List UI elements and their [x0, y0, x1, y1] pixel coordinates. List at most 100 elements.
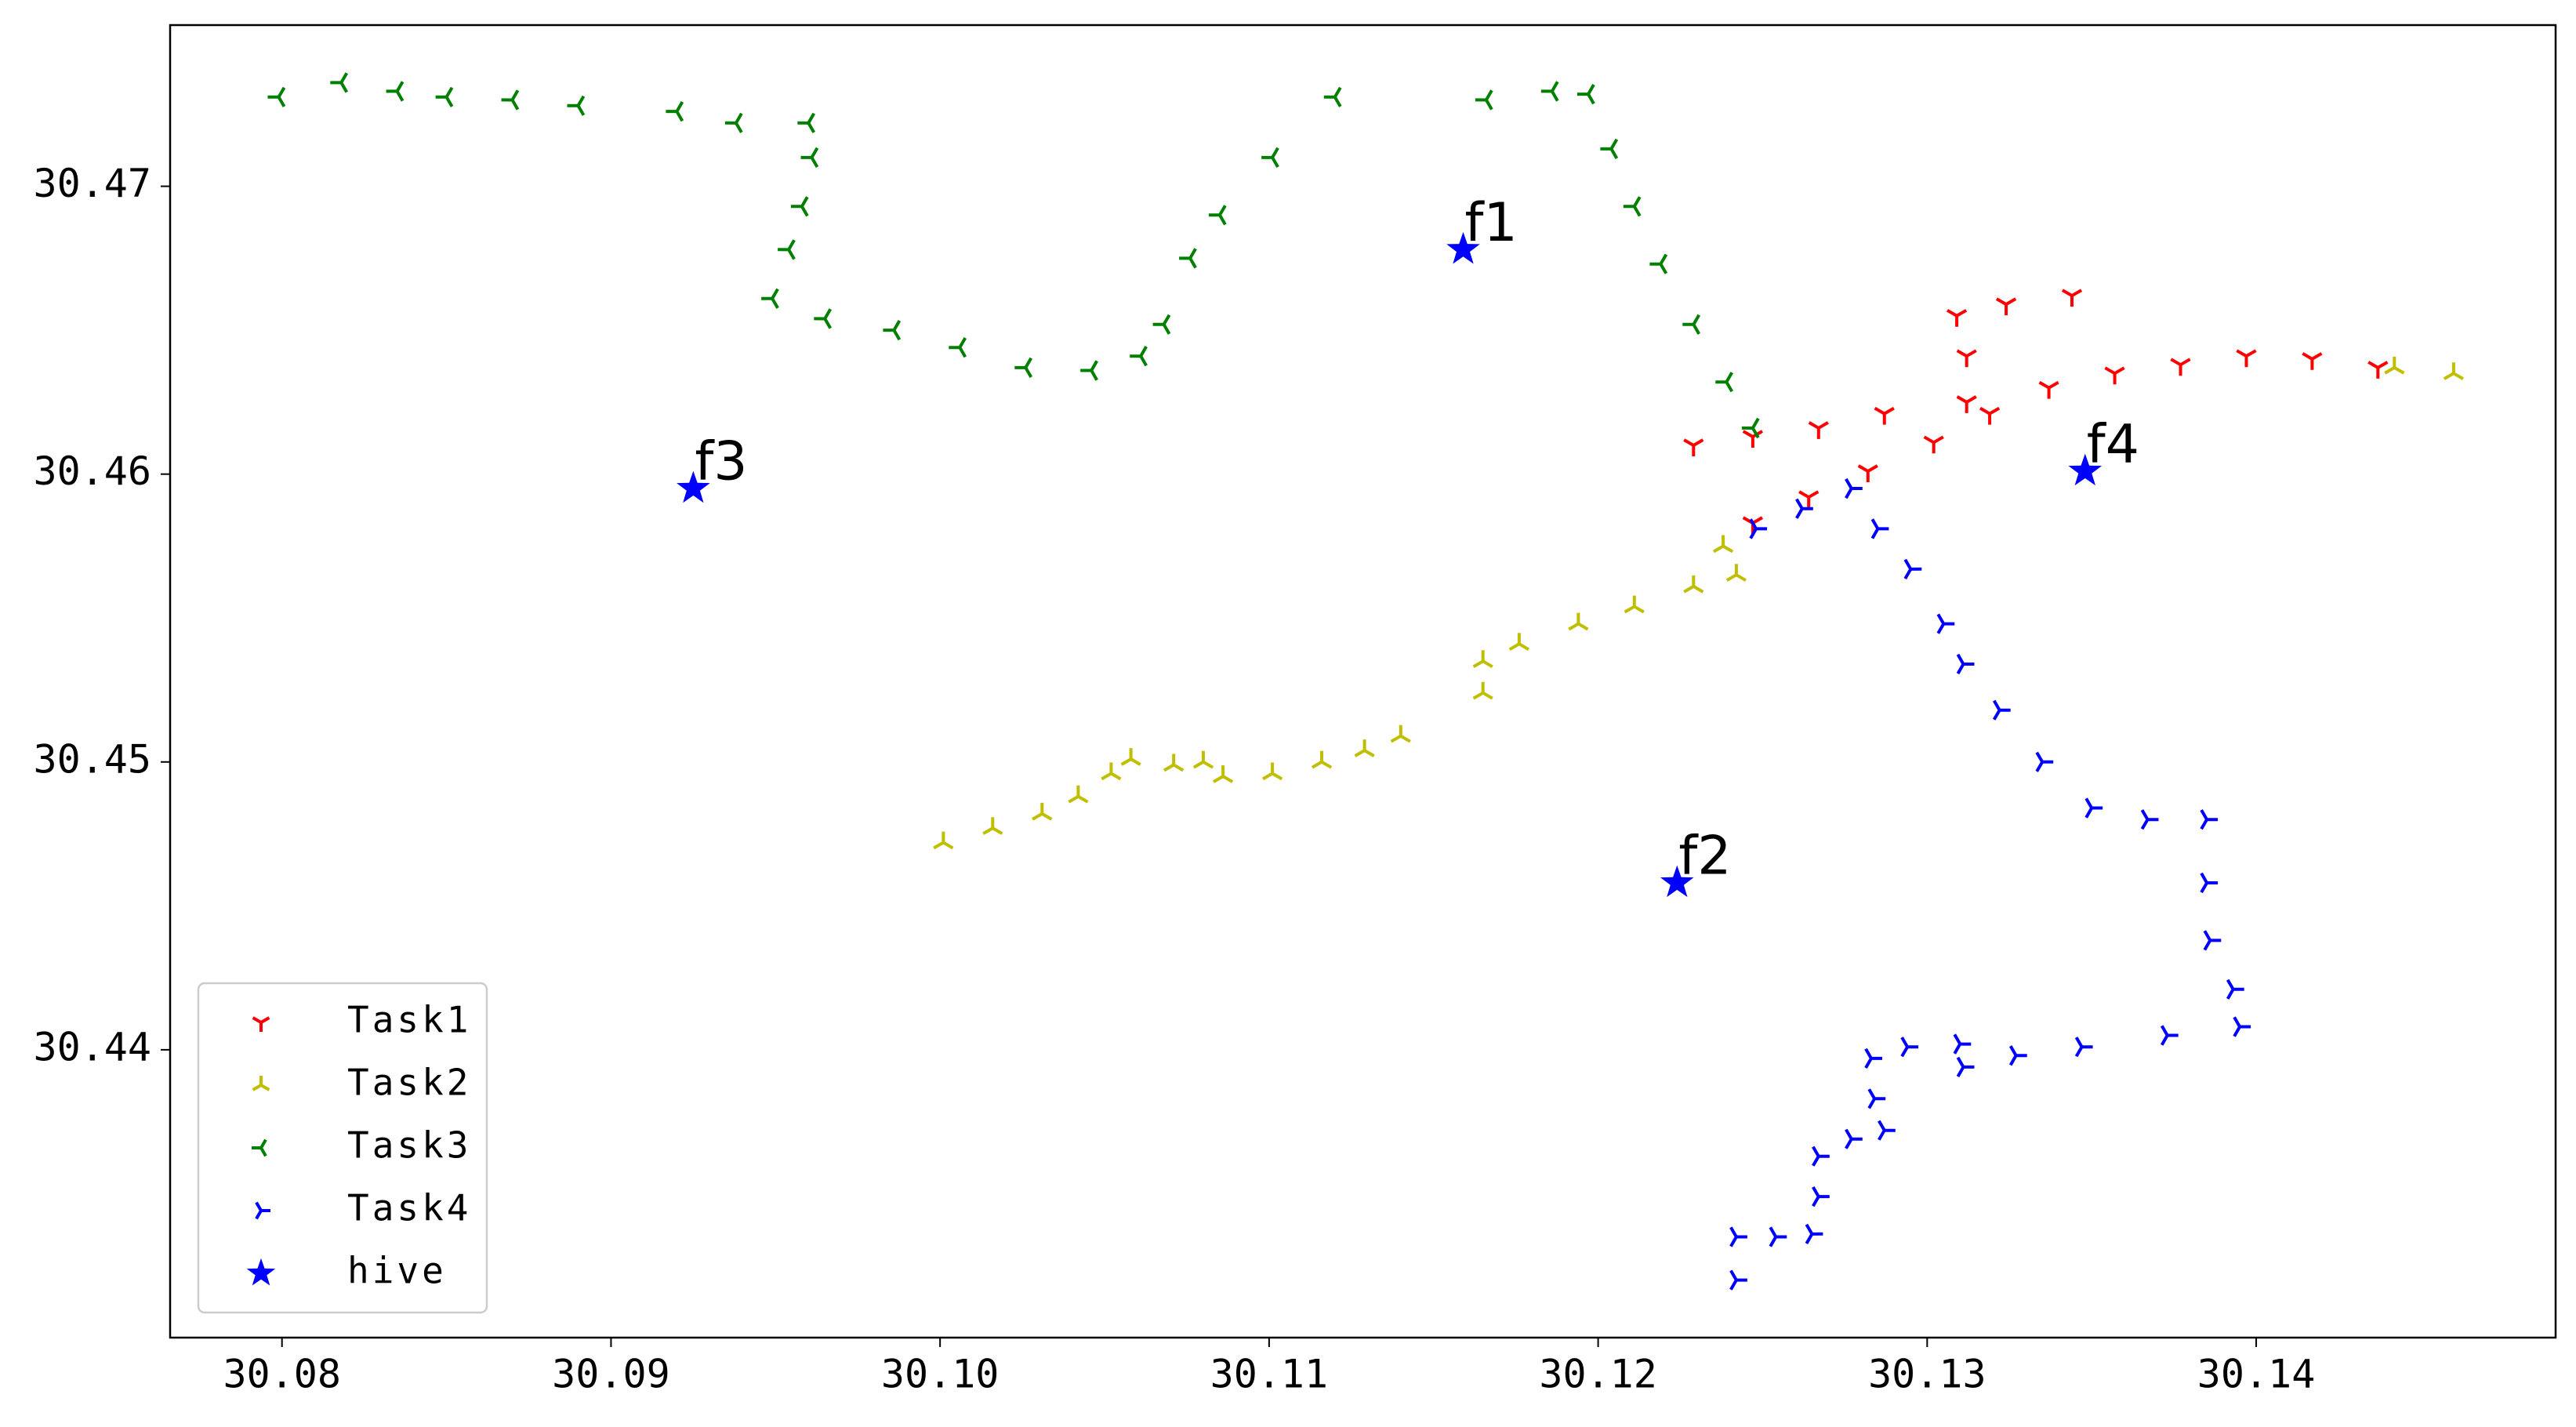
tri-marker	[1014, 357, 1033, 379]
tri-marker	[1798, 490, 1820, 509]
star-marker	[677, 470, 710, 503]
tri-marker	[252, 1016, 270, 1032]
tri-marker	[2008, 1045, 2027, 1066]
tri-marker	[1857, 464, 1878, 483]
tri-marker	[2236, 349, 2257, 368]
tri-marker	[1390, 724, 1411, 743]
tri-marker	[1992, 699, 2011, 721]
tri-marker	[666, 100, 684, 122]
tri-marker	[1812, 1186, 1830, 1207]
star-marker	[1446, 231, 1480, 264]
y-tick-label: 30.46	[33, 448, 151, 494]
tri-marker	[1208, 205, 1227, 226]
tri-marker	[2074, 1037, 2093, 1058]
tri-marker	[1600, 138, 1619, 159]
tri-marker	[330, 72, 349, 93]
tri-marker	[1712, 535, 1734, 554]
tri-marker	[2038, 380, 2059, 399]
tri-marker	[1812, 1146, 1830, 1167]
tri-marker	[1805, 1223, 1823, 1244]
tri-marker	[1475, 89, 1493, 111]
tri-marker	[814, 308, 833, 329]
x-tick-label: 30.08	[223, 1352, 341, 1397]
tri-marker	[982, 817, 1003, 835]
tri-marker	[1323, 86, 1342, 107]
point-label: f3	[695, 431, 747, 493]
tri-marker	[883, 319, 902, 341]
tri-marker	[2084, 797, 2103, 819]
plot-frame	[169, 24, 2557, 1339]
tri-marker	[1956, 395, 1977, 413]
tri-marker	[1845, 1128, 1863, 1149]
tri-marker	[1956, 653, 1975, 675]
tri-marker	[1749, 518, 1768, 539]
tri-marker	[1261, 762, 1283, 781]
tri-marker	[501, 89, 520, 111]
tri-marker	[1956, 349, 1977, 368]
tri-marker	[1120, 748, 1141, 766]
tri-marker	[2226, 979, 2244, 1000]
point-label: f4	[2087, 414, 2139, 476]
point-label: f1	[1465, 192, 1518, 254]
tri-marker	[1808, 421, 1829, 439]
tri-marker	[1953, 1033, 1972, 1055]
tri-marker	[1261, 147, 1279, 169]
tri-marker	[1729, 1226, 1747, 1247]
tri-marker	[1032, 802, 1053, 821]
tri-marker	[1472, 681, 1493, 700]
tri-marker	[2104, 366, 2125, 385]
legend-box	[197, 982, 488, 1314]
tri-marker	[435, 86, 454, 107]
x-tick-label: 30.11	[1210, 1352, 1329, 1397]
legend-label: Task1	[347, 999, 471, 1041]
tri-marker	[1795, 498, 1813, 519]
tri-marker	[1903, 558, 1922, 580]
tri-marker	[1163, 753, 1185, 772]
x-tick-label: 30.10	[881, 1352, 1000, 1397]
tri-marker	[1624, 595, 1645, 614]
tri-marker	[1508, 633, 1530, 652]
tri-marker	[949, 337, 967, 358]
tri-marker	[1179, 248, 1197, 269]
legend-label: Task3	[347, 1124, 471, 1167]
tri-marker	[1867, 1088, 1886, 1109]
legend-label: Task2	[347, 1062, 471, 1104]
tri-marker	[2200, 872, 2219, 894]
star-marker	[246, 1258, 276, 1286]
tri-marker	[1192, 750, 1214, 769]
tri-marker	[1878, 1120, 1896, 1141]
tri-marker	[252, 1076, 270, 1091]
tri-marker	[1923, 435, 1944, 454]
tri-marker	[255, 1201, 270, 1220]
tri-marker	[1845, 477, 1863, 499]
tri-marker	[933, 831, 954, 850]
tri-marker	[2170, 358, 2191, 376]
tri-marker	[2367, 361, 2389, 379]
tri-marker	[252, 1138, 267, 1157]
tri-marker	[1725, 564, 1747, 582]
tri-marker	[1311, 750, 1333, 769]
tri-marker	[2443, 362, 2465, 380]
tri-marker	[1956, 1056, 1975, 1078]
x-tick-label: 30.12	[1539, 1352, 1657, 1397]
tri-marker	[761, 288, 779, 309]
tri-marker	[1080, 360, 1098, 381]
tri-marker	[800, 147, 819, 169]
y-tick-label: 30.47	[33, 161, 151, 206]
tri-marker	[2140, 809, 2159, 830]
y-tick-label: 30.45	[33, 736, 151, 782]
tri-marker	[778, 239, 796, 260]
tri-marker	[1900, 1037, 1919, 1058]
tri-marker	[386, 81, 405, 102]
tri-marker	[1130, 346, 1148, 367]
tri-marker	[1101, 762, 1122, 781]
x-tick-label: 30.09	[552, 1352, 670, 1397]
tri-marker	[1995, 297, 2017, 316]
tri-marker	[267, 86, 286, 107]
tri-marker	[1649, 253, 1668, 274]
tri-marker	[2200, 809, 2219, 830]
tri-marker	[1568, 612, 1589, 631]
star-marker	[1660, 865, 1694, 898]
tri-marker	[1540, 81, 1559, 102]
